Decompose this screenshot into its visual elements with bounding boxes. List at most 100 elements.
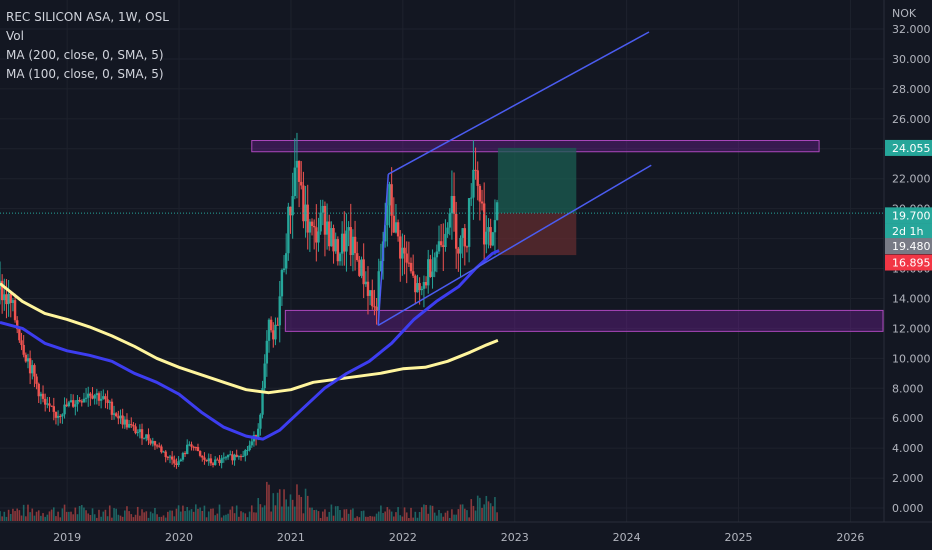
candle-body — [455, 213, 458, 249]
volume-bar — [35, 511, 38, 521]
candle-body — [13, 300, 17, 321]
volume-bar — [291, 499, 294, 521]
candle-body — [302, 185, 305, 222]
volume-bar — [205, 517, 208, 521]
volume-bar — [106, 516, 109, 521]
y-tick-label: 26.000 — [892, 113, 931, 126]
volume-bar — [403, 507, 406, 521]
candle-body — [345, 230, 348, 252]
candle-body — [61, 414, 64, 417]
ma100-line — [0, 249, 500, 441]
candle-body — [338, 253, 342, 262]
candle-body — [28, 358, 32, 374]
indicator-ma200[interactable]: MA (200, close, 0, SMA, 5) — [6, 48, 164, 62]
volume-bar — [1, 516, 3, 521]
candle-body — [142, 438, 146, 440]
candle-body — [263, 363, 266, 389]
price-tag — [885, 238, 932, 255]
volume-bar — [139, 515, 141, 521]
y-tick-label: 6.000 — [892, 412, 924, 425]
indicator-volume[interactable]: Vol — [6, 29, 24, 43]
candle-body — [495, 202, 499, 221]
candle-body — [26, 358, 30, 362]
candle-body — [377, 271, 380, 311]
volume-bar — [270, 511, 272, 521]
candle-body — [7, 293, 10, 305]
candle-body — [82, 398, 86, 403]
volume-bar — [201, 510, 204, 521]
candle-body — [429, 259, 432, 277]
volume-bar — [274, 505, 277, 521]
volume-bar — [281, 506, 283, 521]
price-tag — [885, 207, 932, 224]
channel-lower-line — [377, 164, 652, 327]
candle-body — [248, 445, 251, 451]
candle-body — [190, 444, 193, 447]
volume-bar — [341, 517, 343, 521]
candle-body — [433, 257, 436, 272]
candle-body — [175, 463, 178, 466]
volume-bar — [489, 503, 492, 521]
candle-body — [155, 445, 159, 447]
candle-body — [463, 228, 467, 247]
volume-bar — [380, 505, 382, 521]
candle-body — [399, 236, 402, 259]
candle-body — [110, 401, 114, 415]
volume-bar — [173, 516, 176, 521]
candle-body — [323, 205, 327, 235]
volume-bar — [240, 511, 242, 521]
candle-body — [489, 227, 492, 246]
candle-body — [162, 451, 165, 453]
volume-bar — [20, 515, 23, 521]
candle-body — [446, 227, 449, 234]
volume-bar — [365, 516, 367, 521]
candle-body — [153, 441, 157, 446]
symbol-title[interactable]: REC SILICON ASA, 1W, OSL — [6, 10, 169, 24]
candle-body — [287, 206, 290, 254]
volume-bar — [332, 515, 335, 521]
volume-bar — [175, 508, 178, 521]
volume-bar — [212, 508, 214, 521]
candle-body — [50, 405, 53, 407]
indicator-ma100[interactable]: MA (100, close, 0, SMA, 5) — [6, 67, 164, 81]
volume-bar — [278, 489, 281, 521]
candle-body — [246, 450, 249, 452]
candle-body — [349, 227, 352, 256]
volume-bar — [459, 504, 462, 521]
volume-bar — [468, 517, 470, 521]
volume-bar — [5, 516, 8, 521]
candle-body — [37, 383, 40, 397]
volume-bar — [289, 494, 292, 521]
volume-bar — [100, 516, 102, 521]
candle-body — [123, 419, 127, 425]
volume-bar — [375, 513, 378, 521]
candle-body — [411, 271, 415, 276]
candle-body — [485, 231, 488, 245]
candle-body — [265, 340, 269, 364]
volume-bar — [276, 492, 279, 521]
candle-body — [149, 440, 152, 444]
volume-bar — [255, 512, 257, 521]
volume-bar — [177, 505, 180, 521]
volume-bar — [446, 510, 449, 521]
volume-bar — [48, 511, 51, 521]
volume-bar — [266, 481, 268, 521]
volume-bar — [476, 495, 479, 521]
volume-bar — [91, 508, 94, 521]
volume-bar — [199, 507, 201, 521]
candle-body — [43, 398, 47, 405]
candle-body — [308, 221, 312, 233]
candle-body — [33, 365, 36, 377]
candle-body — [235, 454, 238, 457]
candle-body — [93, 395, 96, 399]
volume-bar — [326, 516, 328, 521]
volume-bar — [317, 511, 320, 521]
volume-bar — [89, 514, 92, 521]
candle-body — [194, 447, 198, 449]
volume-bar — [141, 509, 143, 521]
volume-bar — [145, 511, 148, 521]
volume-bar — [334, 506, 337, 521]
candle-body — [343, 233, 346, 252]
candle-body — [386, 205, 389, 226]
